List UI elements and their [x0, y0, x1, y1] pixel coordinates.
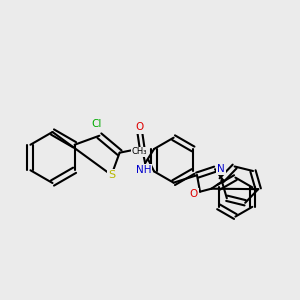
- Text: Cl: Cl: [92, 119, 102, 129]
- Text: CH₃: CH₃: [131, 147, 147, 156]
- Text: N: N: [217, 164, 225, 174]
- Text: O: O: [136, 122, 144, 133]
- Text: S: S: [108, 170, 115, 180]
- Text: NH: NH: [136, 165, 152, 175]
- Text: O: O: [189, 189, 197, 199]
